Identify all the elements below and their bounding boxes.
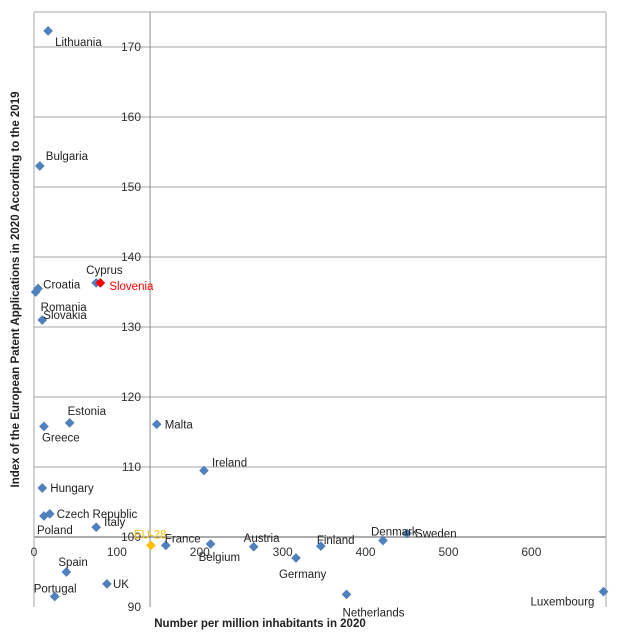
y-tick-label-150: 150: [121, 180, 141, 194]
point-label-eu-28: EU-28: [134, 529, 167, 541]
point-eu-28: [145, 540, 156, 551]
x-tick-labels: 0 100 200 300 400 500 600: [31, 545, 542, 559]
gridlines: [34, 46, 606, 538]
point-label-finland: Finland: [317, 535, 355, 547]
y-tick-label-160: 160: [121, 110, 141, 124]
point-label-cyprus: Cyprus: [86, 265, 123, 277]
plot-border: [33, 11, 607, 607]
reference-lines: [34, 12, 606, 607]
point-label-greece: Greece: [42, 432, 80, 444]
point-netherlands: [341, 589, 352, 600]
point-germany: [291, 553, 301, 563]
y-tick-label-140: 140: [121, 250, 141, 264]
point-sweden: [402, 528, 412, 539]
point-italy: [91, 522, 102, 533]
point-estonia: [64, 417, 75, 428]
x-tick-label-0: 0: [31, 545, 38, 559]
point-label-czech-republic: Czech Republic: [57, 509, 138, 521]
x-tick-label-500: 500: [438, 545, 458, 559]
point-label-austria: Austria: [244, 533, 280, 545]
point-spain: [61, 567, 72, 577]
point-label-estonia: Estonia: [68, 406, 107, 418]
y-tick-label-170: 170: [121, 40, 141, 54]
point-greece: [38, 421, 49, 432]
point-label-germany: Germany: [279, 569, 327, 581]
point-ireland: [198, 465, 209, 476]
point-label-hungary: Hungary: [50, 483, 94, 495]
point-lithuania: [43, 25, 54, 36]
point-finland: [315, 541, 326, 552]
point-denmark: [378, 535, 388, 546]
y-tick-label-100: 100: [121, 530, 141, 544]
point-uk: [101, 578, 112, 589]
point-label-lithuania: Lithuania: [55, 37, 102, 49]
x-tick-label-300: 300: [273, 545, 293, 559]
x-tick-label-400: 400: [356, 545, 376, 559]
point-labels: Lithuania Bulgaria Croatia Romania Cyprus Slo…: [34, 37, 595, 620]
y-tick-labels: 90 100 110 120 130 140 150 160 170: [121, 40, 141, 614]
point-label-romania: Romania: [41, 302, 88, 314]
point-belgium: [205, 539, 216, 549]
point-romania: [30, 287, 41, 297]
point-label-spain: Spain: [58, 557, 87, 569]
point-bulgaria: [34, 161, 45, 171]
point-france: [160, 540, 171, 551]
point-label-poland: Poland: [37, 525, 73, 537]
point-label-portugal: Portugal: [34, 584, 77, 596]
point-label-uk: UK: [113, 579, 129, 591]
point-label-slovenia: Slovenia: [109, 281, 154, 293]
point-malta: [151, 419, 162, 430]
point-slovakia: [37, 315, 48, 325]
point-label-denmark: Denmark: [371, 527, 418, 539]
point-label-luxembourg: Luxembourg: [531, 597, 595, 609]
x-tick-label-600: 600: [521, 545, 541, 559]
y-tick-label-110: 110: [122, 460, 141, 474]
point-label-slovakia: Slovakia: [43, 310, 87, 322]
point-label-malta: Malta: [165, 419, 194, 431]
y-axis-title: Index of the European Patent Application…: [10, 92, 22, 488]
point-label-bulgaria: Bulgaria: [46, 151, 89, 163]
point-label-belgium: Belgium: [199, 552, 241, 564]
x-tick-label-200: 200: [190, 545, 210, 559]
x-axis-title: Number per million inhabitants in 2020: [154, 618, 366, 630]
point-label-ireland: Ireland: [212, 458, 247, 470]
point-label-sweden: Sweden: [415, 529, 457, 541]
point-luxembourg: [598, 586, 609, 597]
y-tick-label-130: 130: [121, 320, 141, 334]
point-label-italy: Italy: [104, 517, 125, 529]
point-portugal: [49, 591, 60, 602]
x-tick-label-100: 100: [107, 545, 127, 559]
data-points: [30, 25, 609, 602]
point-poland: [38, 511, 49, 521]
point-label-france: France: [165, 533, 201, 545]
point-slovenia: [95, 277, 106, 288]
y-tick-label-120: 120: [121, 390, 141, 404]
y-tick-label-90: 90: [128, 600, 142, 614]
point-label-netherlands: Netherlands: [343, 607, 405, 619]
point-austria: [248, 541, 259, 552]
point-label-croatia: Croatia: [43, 280, 81, 292]
point-hungary: [37, 483, 48, 493]
